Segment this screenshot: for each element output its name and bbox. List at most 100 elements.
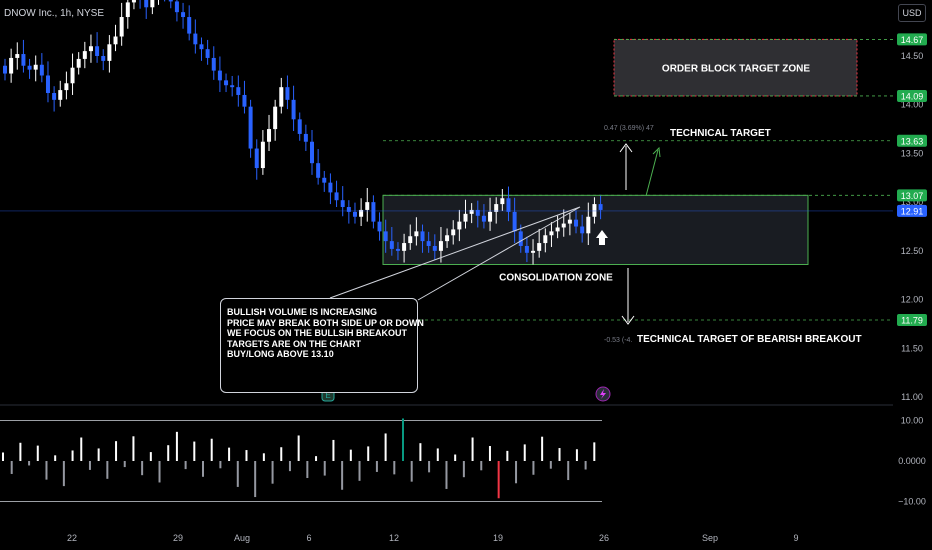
- level-label: 13.07: [901, 191, 924, 201]
- down-measure-label: -0.53 (-4.: [604, 337, 632, 344]
- note-line: BUY/LONG ABOVE 13.10: [227, 349, 334, 359]
- candle-body: [33, 64, 38, 70]
- candle-body: [359, 209, 364, 217]
- candle-body: [181, 12, 186, 18]
- candle-body: [21, 54, 26, 66]
- technical-target-label: TECHNICAL TARGET: [670, 128, 771, 139]
- candle-body: [543, 235, 548, 244]
- candle-body: [494, 204, 499, 212]
- candle: [260, 130, 265, 175]
- candle-body: [445, 235, 450, 242]
- candle: [181, 2, 186, 29]
- candle: [164, 0, 166, 2]
- candle: [524, 236, 529, 263]
- candle: [273, 99, 278, 141]
- candle: [328, 173, 333, 205]
- candle-body: [475, 209, 480, 216]
- candle-body: [592, 204, 597, 217]
- candle-body: [383, 231, 388, 242]
- zones-layer: ORDER BLOCK TARGET ZONE CONSOLIDATION ZON…: [382, 38, 858, 283]
- time-tick-label: 9: [793, 533, 798, 543]
- osc-bar: [445, 461, 448, 489]
- osc-bar: [584, 461, 587, 470]
- candle: [488, 197, 493, 231]
- candle: [426, 231, 431, 253]
- osc-bar: [358, 461, 361, 481]
- candle-body: [574, 219, 579, 227]
- osc-bar: [593, 442, 596, 461]
- price-tick-label: 11.00: [901, 392, 923, 402]
- candle-body: [211, 57, 216, 71]
- osc-bar: [132, 436, 135, 461]
- candle: [113, 24, 118, 52]
- candle: [310, 130, 314, 175]
- candle: [291, 85, 296, 132]
- candle: [248, 99, 253, 158]
- candle-body: [500, 198, 505, 205]
- candle: [52, 86, 57, 112]
- candle: [365, 188, 370, 222]
- candle-body: [70, 67, 75, 84]
- candle: [371, 195, 376, 229]
- candle: [3, 58, 7, 81]
- candle-body: [285, 87, 290, 100]
- candle-body: [168, 0, 173, 2]
- osc-bar: [367, 446, 370, 461]
- candle-body: [531, 250, 536, 253]
- candle: [9, 48, 14, 83]
- candle-body: [9, 57, 14, 74]
- osc-bar: [297, 435, 300, 461]
- candle-body: [506, 198, 511, 212]
- osc-bar: [558, 448, 561, 461]
- candle-body: [389, 241, 394, 249]
- osc-bar: [515, 461, 518, 484]
- price-tick-label: 12.50: [901, 246, 924, 256]
- candle-body: [260, 141, 265, 169]
- candle-body: [297, 119, 302, 134]
- candle-body: [414, 231, 419, 237]
- candle: [144, 0, 149, 19]
- candle-body: [39, 64, 44, 76]
- price-tick-label: 13.50: [901, 148, 924, 158]
- osc-tick-label: 10.00: [901, 416, 924, 426]
- time-tick-label: 6: [306, 533, 311, 543]
- candle-body: [432, 245, 437, 251]
- level-label: 12.91: [901, 206, 924, 216]
- candle: [377, 212, 382, 241]
- candle-body: [402, 243, 407, 251]
- price-tick-label: 13.00: [901, 197, 924, 207]
- candle: [15, 42, 20, 70]
- osc-bar: [10, 461, 13, 474]
- candle-body: [598, 204, 603, 210]
- candle-body: [273, 106, 278, 130]
- candle: [70, 53, 75, 95]
- osc-bar: [97, 448, 100, 461]
- bearish-target-label: TECHNICAL TARGET OF BEARISH BREAKOUT: [637, 334, 862, 345]
- currency-button[interactable]: USD: [898, 4, 926, 22]
- price-tick-label: 14.00: [901, 100, 924, 110]
- candle-body: [371, 202, 376, 222]
- osc-bar: [210, 438, 213, 461]
- osc-bar: [19, 442, 22, 461]
- candle-body: [45, 75, 50, 94]
- candle-body: [586, 216, 591, 234]
- candle: [193, 19, 198, 54]
- osc-bar: [532, 461, 535, 475]
- osc-bar: [88, 461, 91, 470]
- candle: [451, 220, 456, 245]
- candle: [469, 203, 474, 224]
- candle: [76, 52, 81, 75]
- price-tick-label: 12.00: [901, 295, 924, 305]
- time-tick-label: 26: [599, 533, 609, 543]
- candle-body: [3, 65, 7, 74]
- candle-body: [174, 1, 179, 13]
- note-line: BULLISH VOLUME IS INCREASING: [227, 307, 378, 317]
- candle: [82, 41, 87, 69]
- candle: [158, 0, 159, 5]
- candle: [33, 55, 38, 82]
- up-arrow-head: [619, 143, 633, 153]
- candle-body: [377, 221, 382, 232]
- candle: [139, 0, 141, 9]
- candle: [334, 180, 339, 208]
